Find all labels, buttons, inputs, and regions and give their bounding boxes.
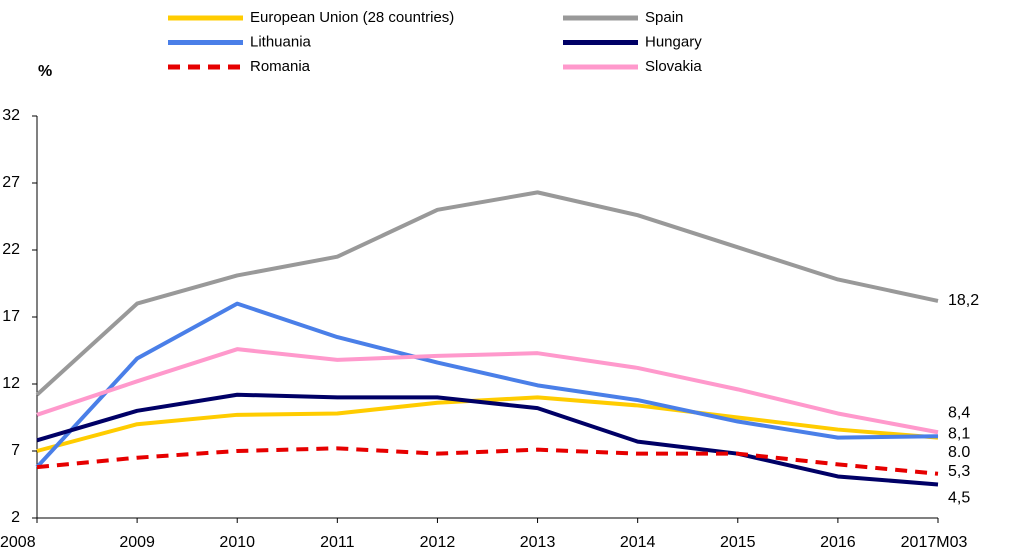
legend-label: Romania [250,58,311,75]
series-line [35,301,939,469]
y-tick-label: 12 [2,375,20,392]
legend-label: European Union (28 countries) [250,9,454,26]
data-label: 8,1 [948,425,970,442]
series-line [35,190,939,397]
legend-label: Slovakia [645,58,702,75]
y-tick-label: 27 [2,174,20,191]
y-tick-label: 32 [2,107,20,124]
legend-label: Lithuania [250,33,312,50]
x-tick-label: 2010 [219,534,255,551]
x-tick-label: 2011 [320,534,355,551]
y-tick-label: 17 [2,308,20,325]
series-line [36,347,939,435]
legend-label: Spain [645,9,683,26]
y-tick-label: 2 [11,509,20,526]
data-label: 18,2 [948,292,979,309]
x-tick-label: 2016 [820,534,856,551]
y-tick-label: 7 [11,442,20,459]
y-tick-label: 22 [2,241,20,258]
legend-label: Hungary [645,33,702,50]
x-tick-label: 2014 [620,534,656,551]
data-label: 5,3 [948,463,970,480]
series-line [36,392,939,487]
x-tick-label: 2013 [520,534,556,551]
data-label: 8,4 [948,404,970,421]
data-label: 4,5 [948,490,970,507]
x-tick-label: 2017M03 [901,534,968,551]
series-line [36,446,939,476]
data-label: 8.0 [948,444,970,461]
x-tick-label: 2008 [0,534,36,551]
x-tick-label: 2009 [119,534,155,551]
x-tick-label: 2015 [720,534,756,551]
series-line [36,395,939,453]
x-tick-label: 2012 [420,534,456,551]
y-axis-title: % [38,63,52,80]
